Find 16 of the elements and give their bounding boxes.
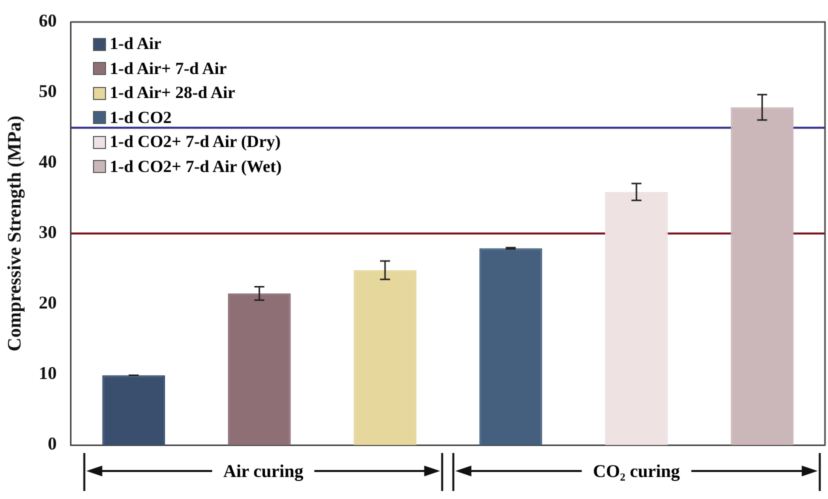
y-tick-label: 60 (38, 10, 57, 31)
y-axis-title: Compressive Strength (MPa) (4, 116, 26, 352)
legend-label: 1-d CO2+ 7-d Air (Dry) (110, 131, 281, 153)
y-tick-label: 0 (48, 434, 57, 454)
legend-label: 1-d CO2 (110, 106, 172, 128)
y-tick-label: 10 (38, 363, 57, 384)
y-tick-label: 20 (38, 292, 57, 313)
y-tick-label: 30 (38, 222, 57, 242)
legend-label: 1-d Air+ 7-d Air (110, 58, 227, 80)
text: Air curing (222, 460, 304, 482)
y-tick-label: 40 (38, 152, 57, 172)
text: CO₂ curing (592, 460, 681, 482)
y-tick-label: 50 (38, 81, 57, 102)
legend-label: 1-d Air+ 28-d Air (110, 82, 236, 104)
legend-label: 1-d Air (110, 33, 162, 55)
legend-label: 1-d CO2+ 7-d Air (Wet) (110, 156, 282, 178)
